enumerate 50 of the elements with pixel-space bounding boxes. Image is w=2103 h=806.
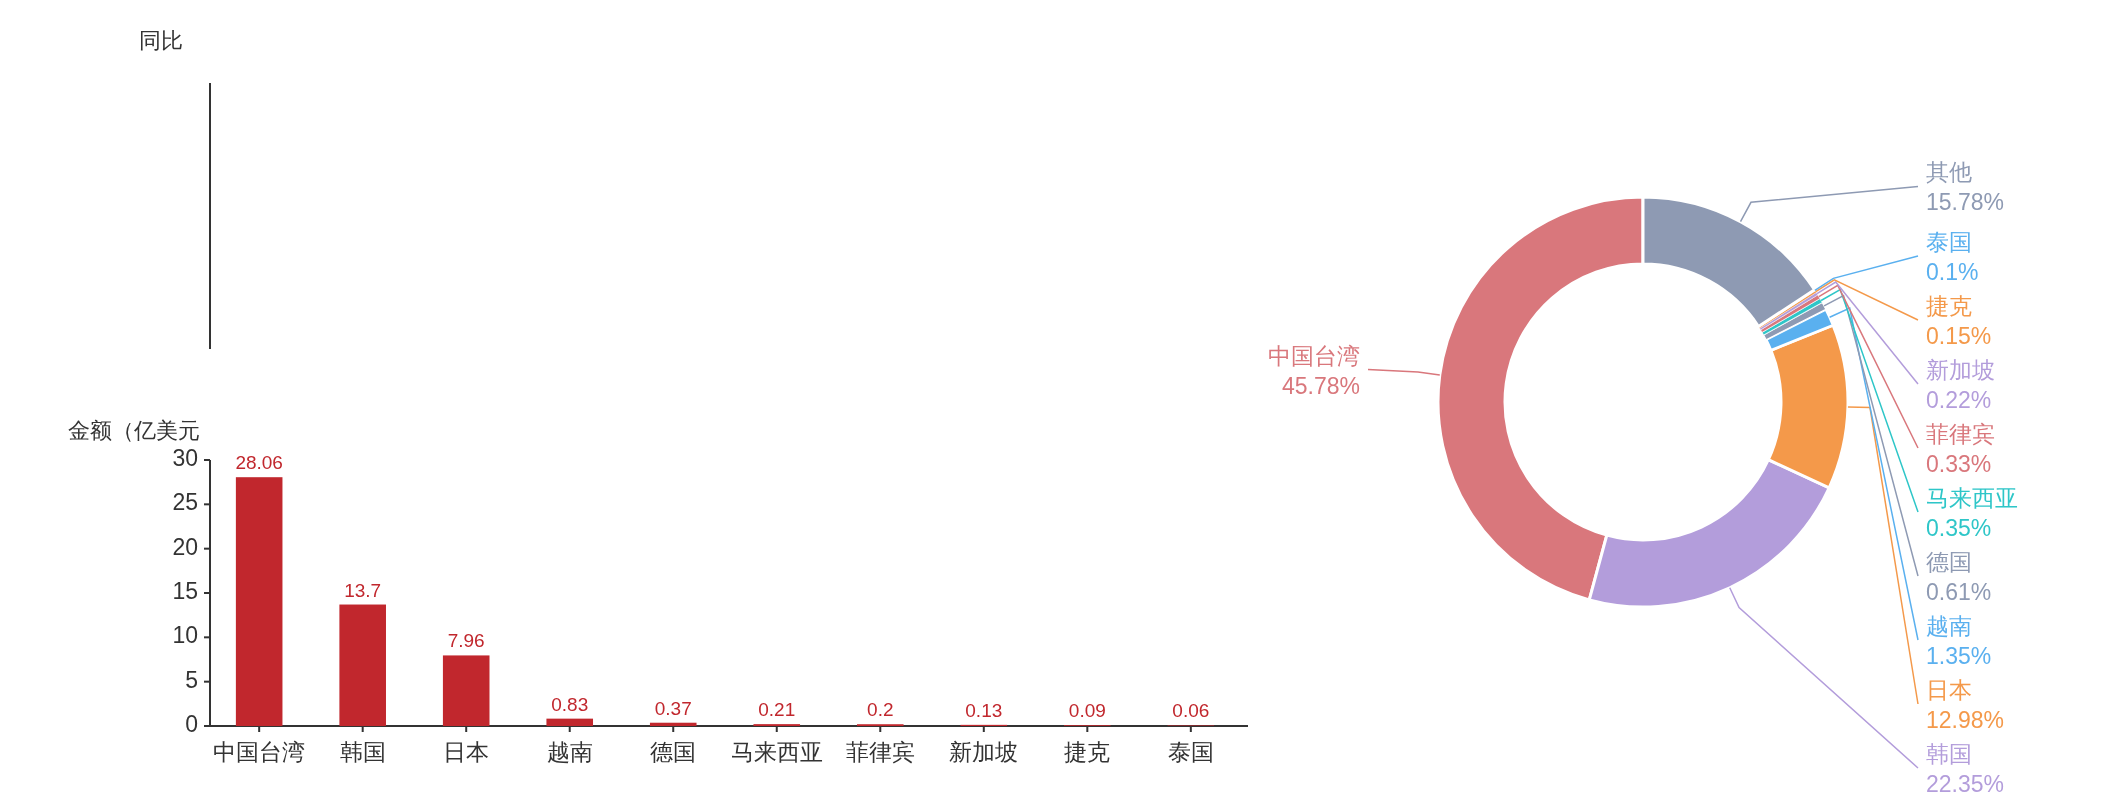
slice-label: 捷克 bbox=[1926, 293, 1972, 319]
x-tick-label: 新加坡 bbox=[949, 739, 1019, 765]
y-tick-label: 20 bbox=[172, 533, 198, 560]
y-tick-label: 0 bbox=[185, 711, 198, 738]
data-label: 0.15% bbox=[1926, 323, 1992, 349]
data-label: 0.61% bbox=[1926, 579, 1992, 605]
x-tick-label: 日本 bbox=[443, 739, 490, 765]
slice-label: 菲律宾 bbox=[1926, 421, 1995, 447]
slice-label: 德国 bbox=[1926, 549, 1972, 575]
data-label: 13.7 bbox=[344, 579, 382, 601]
x-tick-label: 越南 bbox=[546, 739, 593, 765]
data-label: 0.13 bbox=[965, 699, 1003, 721]
data-label: 22.35% bbox=[1926, 771, 2005, 797]
x-tick-label: 德国 bbox=[650, 739, 697, 765]
data-label: 15.78% bbox=[1926, 189, 2005, 216]
slice-label: 其他 bbox=[1926, 159, 1972, 186]
slice-label: 中国台湾 bbox=[1268, 342, 1360, 369]
data-label: 0.2 bbox=[867, 699, 894, 721]
data-label: 0.33% bbox=[1926, 451, 1992, 477]
data-label: 0.21 bbox=[758, 699, 796, 721]
data-label: 1.35% bbox=[1926, 643, 1992, 669]
x-tick-label: 菲律宾 bbox=[845, 739, 915, 765]
text: 同比 bbox=[139, 28, 183, 53]
slice-label: 越南 bbox=[1926, 613, 1972, 639]
y-tick-label: 25 bbox=[172, 489, 198, 516]
y-axis-title: 金额（亿美元 bbox=[68, 418, 200, 443]
slice-label: 日本 bbox=[1926, 677, 1972, 703]
x-tick-label: 捷克 bbox=[1064, 739, 1111, 765]
data-label: 0.22% bbox=[1926, 387, 1992, 413]
data-label: 0.09 bbox=[1068, 700, 1106, 722]
x-tick-label: 马来西亚 bbox=[730, 739, 823, 765]
x-tick-label: 泰国 bbox=[1167, 739, 1214, 765]
y-tick-label: 30 bbox=[172, 445, 198, 472]
data-label: 12.98% bbox=[1926, 707, 2005, 733]
slice-label: 马来西亚 bbox=[1926, 485, 2018, 511]
y-tick-label: 15 bbox=[172, 578, 198, 605]
data-label: 45.78% bbox=[1281, 372, 1360, 399]
slice-label: 泰国 bbox=[1926, 229, 1972, 255]
data-label: 0.1% bbox=[1926, 259, 1979, 285]
data-label: 0.37 bbox=[654, 697, 692, 719]
x-tick-label: 韩国 bbox=[339, 739, 386, 765]
data-label: 28.06 bbox=[235, 452, 283, 474]
data-label: 0.35% bbox=[1926, 515, 1992, 541]
x-tick-label: 中国台湾 bbox=[213, 739, 306, 765]
y-tick-label: 5 bbox=[185, 666, 198, 693]
y-tick-label: 10 bbox=[172, 622, 198, 649]
data-label: 0.06 bbox=[1172, 700, 1210, 722]
data-label: 7.96 bbox=[447, 630, 485, 652]
slice-label: 新加坡 bbox=[1926, 357, 1995, 383]
data-label: 0.83 bbox=[551, 693, 589, 715]
